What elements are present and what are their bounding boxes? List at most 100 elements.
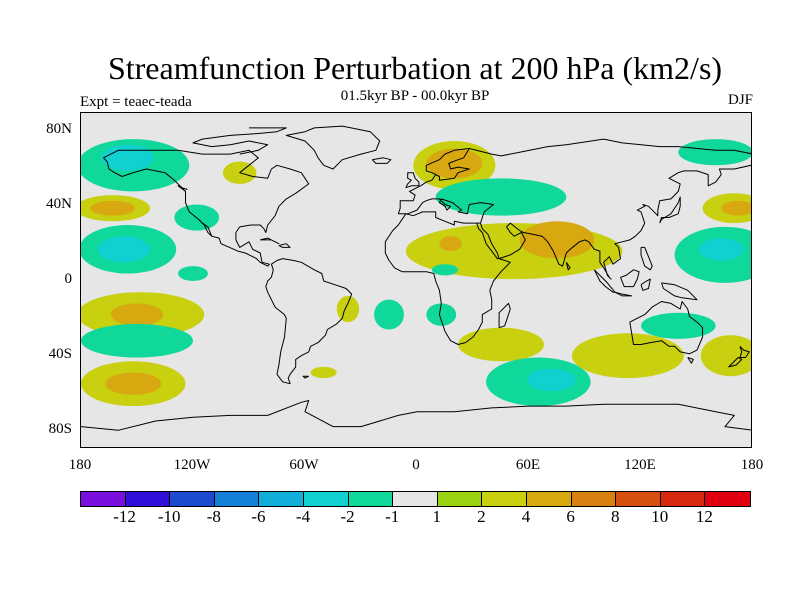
- lat-tick-80n: 80N: [46, 121, 72, 137]
- colorbar-label-11: 8: [610, 507, 620, 526]
- lon-tick-60w: 60W: [289, 457, 319, 473]
- colorbar-swatch-2: [170, 492, 215, 506]
- coastline-21: [405, 172, 420, 189]
- anomaly-region-4: [90, 200, 136, 216]
- anomaly-region-23: [431, 264, 459, 276]
- lon-tick-60e: 60E: [515, 457, 541, 473]
- coastline-25: [278, 243, 291, 248]
- experiment-label: Expt = teaec-teada: [80, 94, 192, 110]
- colorbar-label-9: 4: [521, 507, 531, 526]
- colorbar-label-10: 6: [566, 507, 575, 526]
- lon-tick-120e: 120E: [624, 457, 656, 473]
- colorbar-swatch-9: [482, 492, 527, 506]
- colorbar-swatch-7: [393, 492, 438, 506]
- coastline-27: [565, 262, 571, 271]
- lon-tick-180w: 180: [68, 457, 92, 473]
- coastline-13: [620, 269, 640, 288]
- lon-tick-120w: 120W: [173, 457, 211, 473]
- colorbar-label-8: 2: [477, 507, 486, 526]
- anomaly-region-14: [336, 295, 360, 323]
- lat-tick-80s: 80S: [48, 421, 72, 437]
- colorbar-label-6: -1: [385, 507, 400, 526]
- colorbar-swatch-5: [303, 492, 349, 506]
- anomaly-region-18: [426, 148, 483, 179]
- anomaly-region-1: [101, 144, 154, 171]
- anomaly-region-7: [97, 236, 151, 263]
- lat-tick-0: 0: [64, 271, 73, 287]
- anomaly-region-16: [310, 366, 337, 379]
- map-title: Streamfunction Perturbation at 200 hPa (…: [107, 50, 723, 86]
- anomaly-region-31: [721, 200, 751, 216]
- coastline-5: [469, 138, 751, 157]
- coastline-3: [285, 125, 381, 170]
- coastline-14: [640, 278, 651, 291]
- colorbar-swatch-4: [259, 492, 304, 506]
- colorbar-label-2: -8: [206, 507, 221, 526]
- colorbar-label-4: -4: [295, 507, 311, 526]
- coastline-19: [739, 345, 750, 358]
- coastline-12: [614, 291, 633, 297]
- anomaly-region-35: [700, 335, 751, 377]
- anomaly-region-33: [698, 238, 744, 261]
- coastline-23: [81, 400, 751, 431]
- lon-tick-180e: 180: [740, 457, 764, 473]
- coastline-20: [728, 357, 743, 368]
- coastline-1: [201, 222, 213, 237]
- colorbar-swatch-1: [125, 492, 171, 506]
- coastline-22: [371, 157, 392, 164]
- colorbar-swatch-13: [660, 492, 706, 506]
- anomaly-region-27: [527, 368, 576, 392]
- coastline-28: [302, 375, 309, 379]
- colorbar-swatch-11: [571, 492, 617, 506]
- colorbar-swatch-8: [437, 492, 483, 506]
- anomaly-region-28: [571, 333, 684, 379]
- coastline-8: [498, 302, 511, 329]
- coastline-29: [192, 127, 287, 155]
- coastline-0: [103, 149, 310, 267]
- coastline-18: [687, 357, 694, 364]
- colorbar-label-1: -10: [157, 507, 181, 526]
- colorbar-swatch-14: [705, 492, 750, 506]
- coastline-11: [593, 269, 616, 293]
- colorbar-label-3: -6: [251, 507, 266, 526]
- lon-tick-0: 0: [412, 457, 420, 473]
- colorbar-swatch-6: [348, 492, 394, 506]
- anomaly-region-15: [374, 299, 404, 330]
- colorbar-label-5: -2: [340, 507, 355, 526]
- anomaly-region-10: [110, 303, 164, 326]
- anomaly-region-34: [641, 312, 716, 339]
- coastline-15: [661, 282, 698, 301]
- coastline-24: [260, 237, 280, 245]
- anomaly-region-11: [81, 323, 193, 358]
- time-range-subtitle: 01.5kyr BP - 00.0kyr BP: [340, 88, 490, 104]
- coastline-4: [397, 148, 470, 214]
- colorbar-label-7: 1: [432, 507, 442, 526]
- colorbar: [80, 491, 751, 507]
- anomaly-region-21: [519, 221, 595, 259]
- anomaly-region-13: [105, 372, 162, 395]
- lat-tick-40n: 40N: [46, 196, 72, 212]
- coastline-10: [659, 196, 681, 224]
- anomaly-region-24: [426, 303, 457, 326]
- coastlines: [81, 125, 751, 431]
- coastline-6: [398, 198, 494, 226]
- anomaly-region-22: [439, 236, 462, 252]
- coastline-2: [265, 258, 353, 385]
- season-label: DJF: [727, 92, 753, 108]
- colorbar-swatch-3: [214, 492, 260, 506]
- colorbar-label-12: 10: [651, 507, 669, 526]
- coastline-9: [480, 164, 751, 280]
- anomaly-contours: [81, 139, 751, 407]
- anomaly-region-29: [678, 139, 751, 166]
- anomaly-region-25: [458, 327, 544, 362]
- colorbar-label-0: -12: [113, 507, 136, 526]
- colorbar-swatch-12: [616, 492, 661, 506]
- coastline-16: [640, 246, 653, 271]
- colorbar-swatch-0: [81, 492, 126, 506]
- anomaly-region-19: [435, 178, 567, 216]
- lat-tick-40s: 40S: [48, 346, 72, 362]
- colorbar-swatch-10: [526, 492, 572, 506]
- anomaly-region-8: [178, 266, 208, 281]
- map-plot: [81, 113, 751, 447]
- coastline-17: [629, 301, 704, 355]
